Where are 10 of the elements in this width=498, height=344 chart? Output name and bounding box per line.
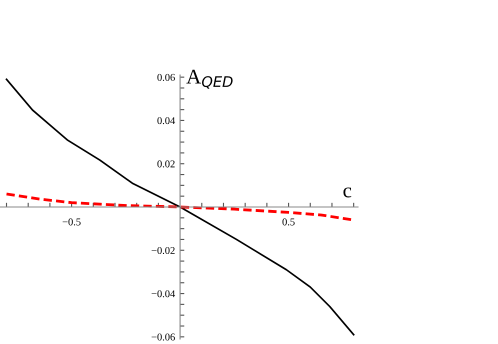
x-tick-label: −0.5 xyxy=(62,218,81,226)
y-tick-label: −0.06 xyxy=(152,334,175,341)
y-tick-label: 0.02 xyxy=(157,160,175,168)
y-tick-label: 0.06 xyxy=(157,74,175,81)
x-axis-title: c xyxy=(343,187,352,198)
y-tick-label: −0.04 xyxy=(152,290,176,298)
y-tick-label: −0.02 xyxy=(152,246,175,254)
y-tick-label: 0.04 xyxy=(157,117,176,124)
y-axis-title: A$_{QED}$ xyxy=(186,70,233,89)
x-tick-label: 0.5 xyxy=(282,218,295,226)
